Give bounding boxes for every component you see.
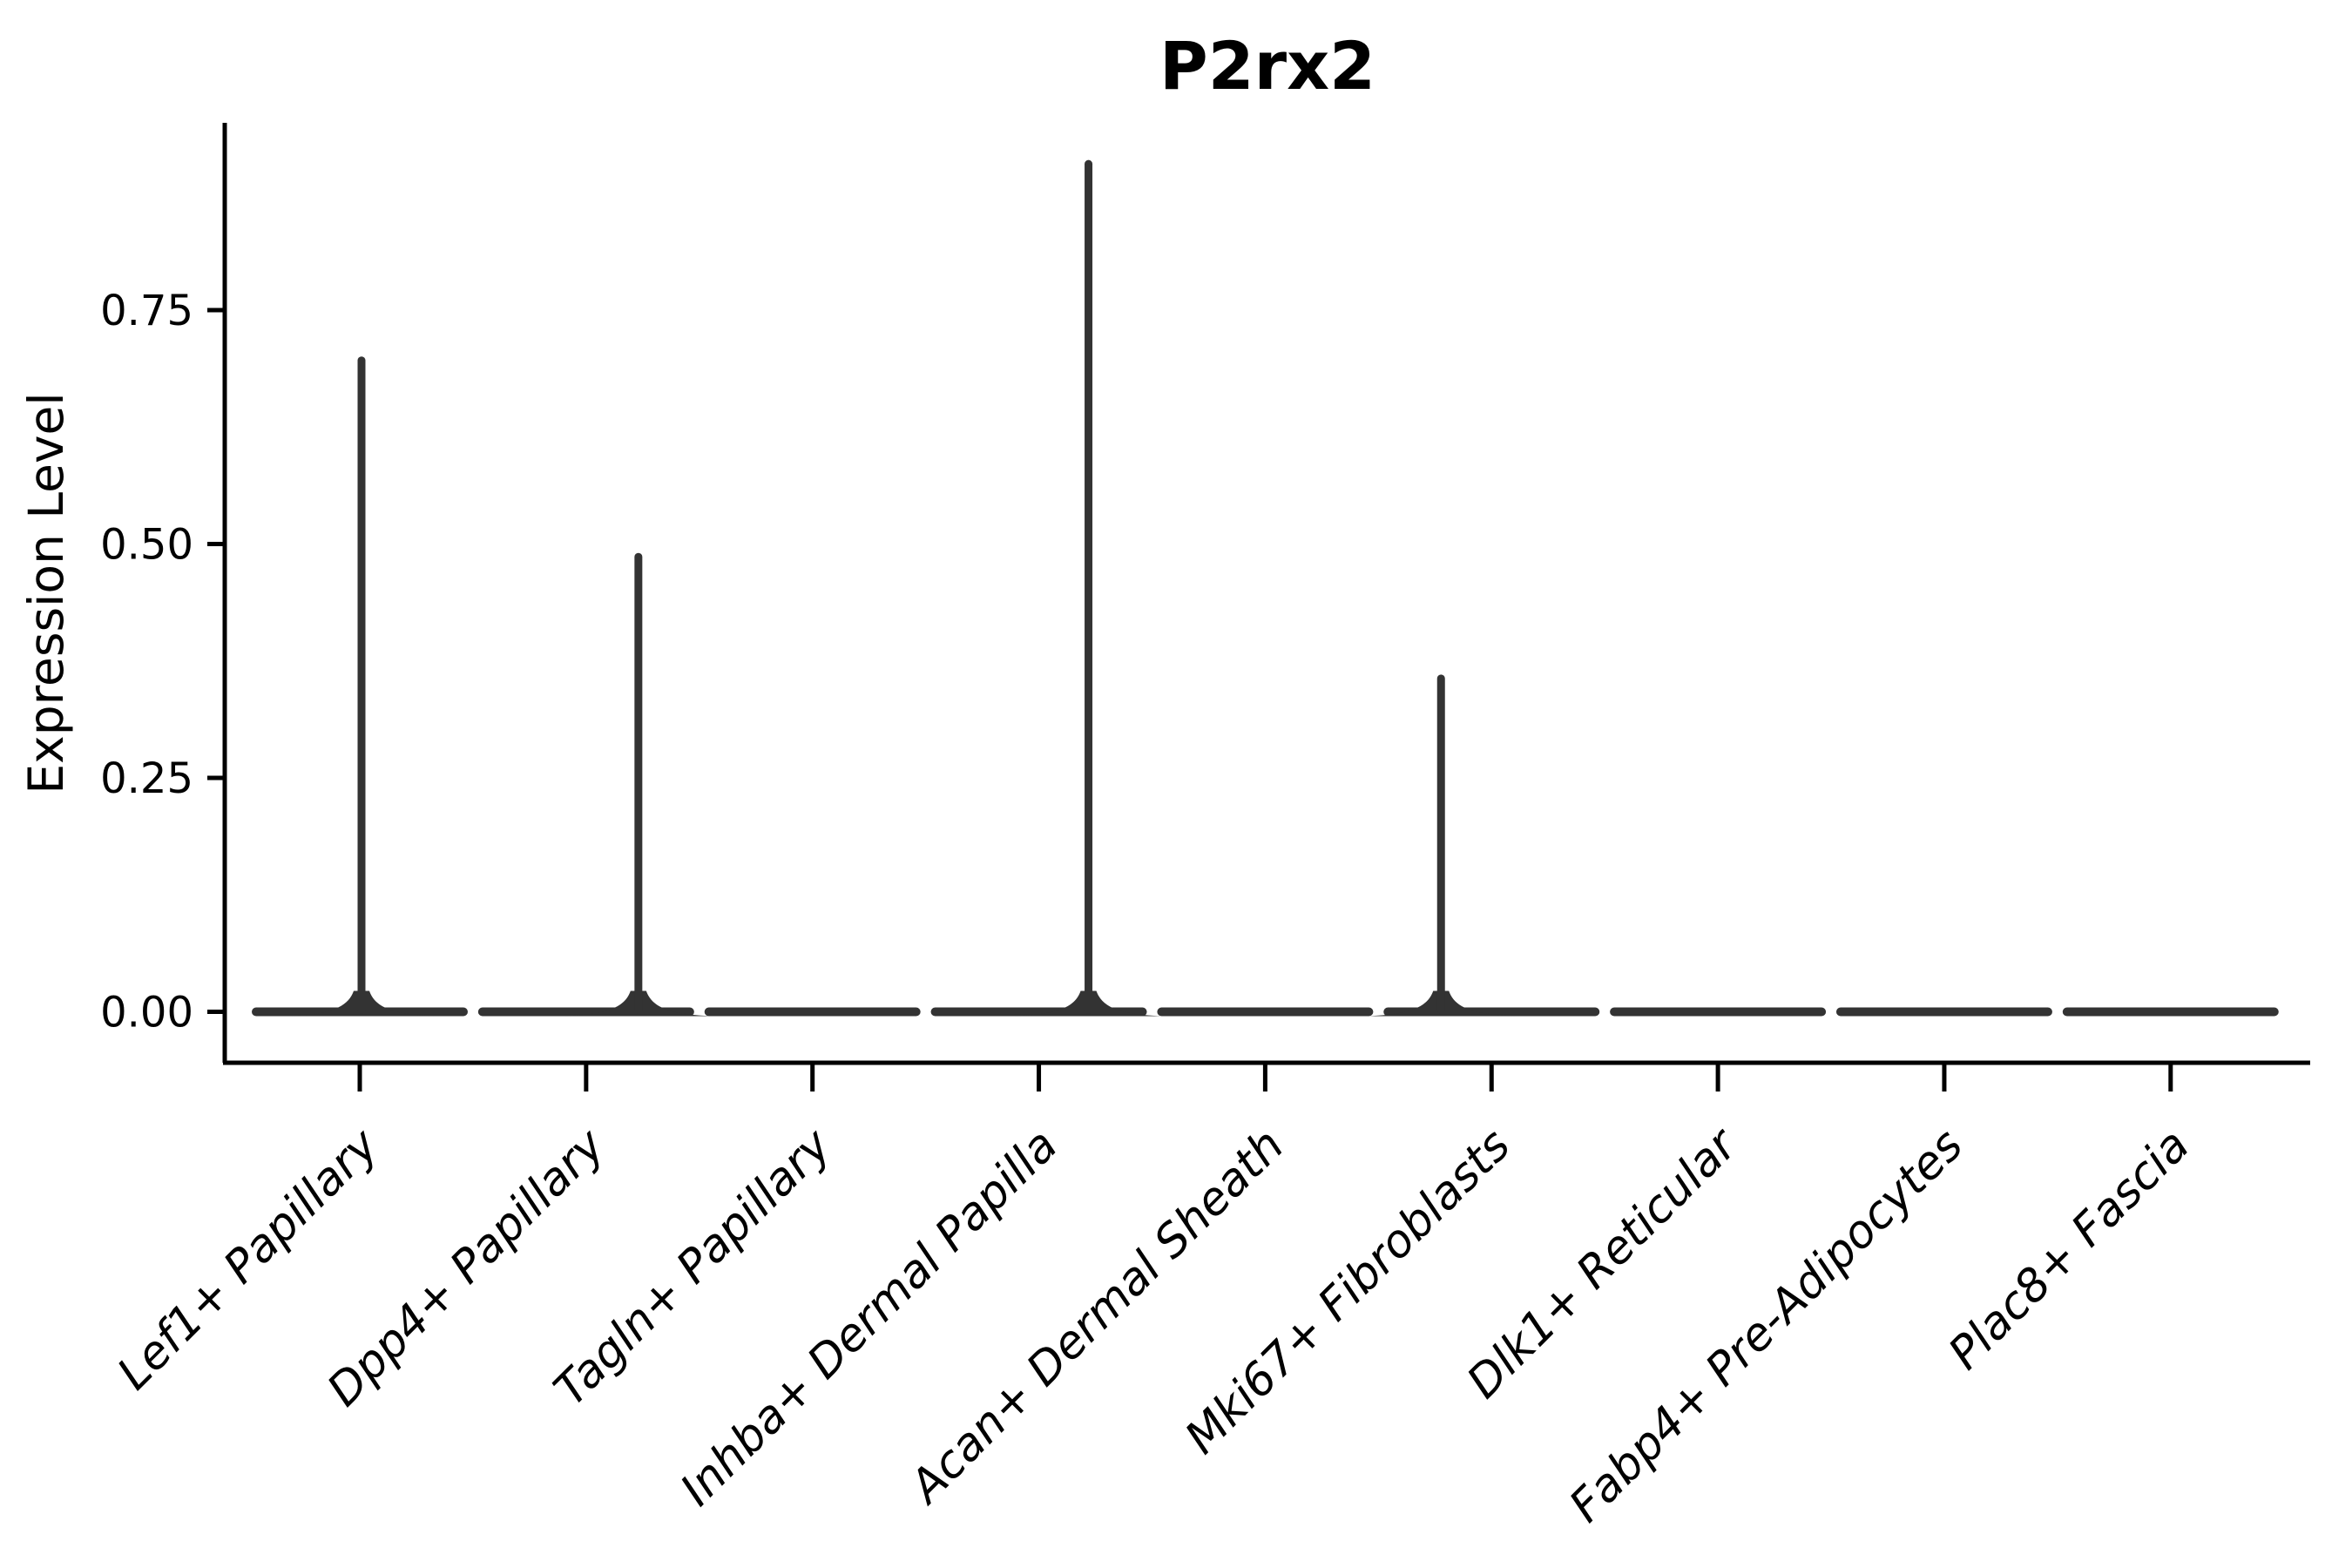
x-tick-label: Inhba+ Dermal Papilla [671, 1119, 1068, 1517]
x-tick-label: Plac8+ Fascia [1939, 1119, 2200, 1380]
y-tick-label: 0.25 [100, 754, 193, 803]
y-tick-label: 0.50 [100, 520, 193, 569]
x-tick-label: Fabp4+ Pre-Adipocytes [1560, 1119, 1974, 1533]
y-tick-label: 0.00 [100, 988, 193, 1037]
violin [477, 552, 713, 1017]
violin [1367, 674, 1600, 1017]
chart-title: P2rx2 [1159, 27, 1375, 105]
x-tick-label: Acan+ Dermal Sheath [899, 1119, 1294, 1515]
violin [930, 159, 1163, 1017]
y-tick-label: 0.75 [100, 287, 193, 335]
violins [252, 159, 2279, 1017]
violin [252, 356, 468, 1017]
y-axis-label: Expression Level [18, 392, 74, 794]
y-axis: 0.00 0.25 0.50 0.75 [100, 123, 227, 1063]
